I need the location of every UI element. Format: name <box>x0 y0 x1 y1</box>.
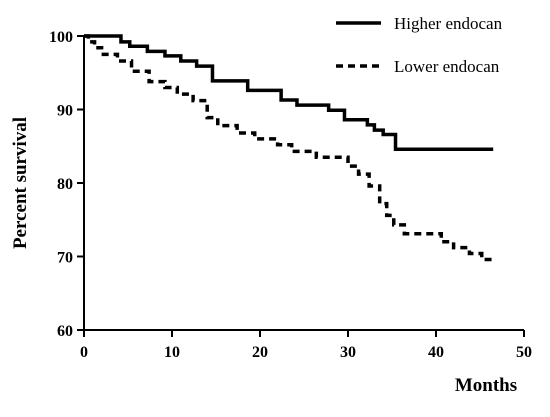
legend-label-lower-endocan: Lower endocan <box>394 57 500 76</box>
y-tick-label: 90 <box>57 103 73 120</box>
y-tick-label: 80 <box>57 176 73 193</box>
x-tick-label: 30 <box>340 344 356 361</box>
x-axis-title: Months <box>455 375 517 396</box>
y-tick-label: 60 <box>57 323 73 340</box>
x-tick-label: 0 <box>80 344 88 361</box>
x-tick-label: 50 <box>516 344 532 361</box>
legend: Higher endocan Lower endocan <box>336 14 503 76</box>
legend-label-higher-endocan: Higher endocan <box>394 14 503 33</box>
y-tick-label: 70 <box>57 250 73 267</box>
series <box>84 34 494 262</box>
ticks: 0 10 20 30 40 50 60 70 80 90 100 <box>49 29 532 361</box>
series-line-lower-endocan <box>84 34 494 262</box>
y-axis-title: Percent survival <box>10 117 31 249</box>
x-tick-label: 40 <box>428 344 444 361</box>
x-tick-label: 20 <box>252 344 268 361</box>
x-tick-label: 10 <box>164 344 180 361</box>
series-line-higher-endocan <box>84 34 494 151</box>
y-tick-label: 100 <box>49 29 73 46</box>
